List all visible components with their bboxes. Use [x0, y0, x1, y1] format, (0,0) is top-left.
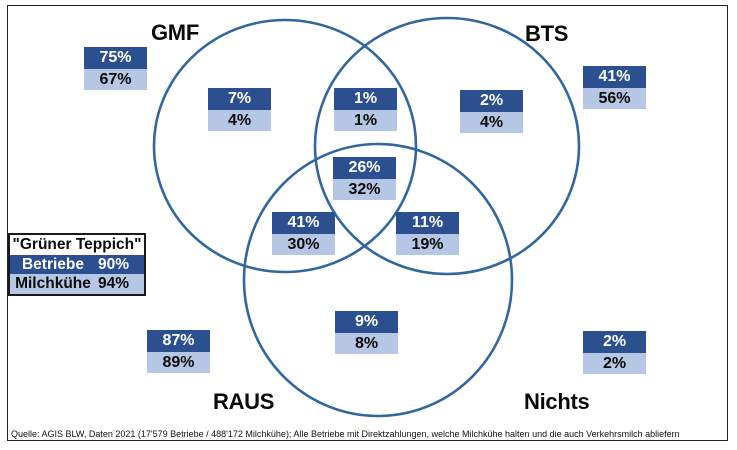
value-box-gmf-bts: 1% 1%: [334, 88, 397, 131]
betriebe-value: 2%: [583, 331, 646, 353]
value-box-center: 26% 32%: [333, 157, 396, 200]
legend-title: "Grüner Teppich": [10, 235, 144, 255]
bts-circle: [313, 16, 581, 276]
betriebe-value: 9%: [335, 311, 398, 333]
betriebe-value: 87%: [147, 330, 210, 352]
legend-row-milchkuehe: Milchkühe 94%: [10, 274, 144, 295]
value-box-bts-raus: 11% 19%: [396, 212, 459, 255]
legend-row-betriebe: Betriebe 90%: [10, 254, 144, 275]
set-label-nichts: Nichts: [524, 389, 590, 414]
milchkuehe-value: 56%: [583, 87, 646, 109]
betriebe-value: 2%: [460, 90, 523, 112]
legend-box: "Grüner Teppich" Betriebe 90% Milchkühe …: [8, 233, 146, 296]
source-note: Quelle: AGIS BLW, Daten 2021 (17'579 Bet…: [11, 429, 680, 439]
set-label-raus: RAUS: [213, 389, 275, 414]
raus-circle: [242, 142, 514, 418]
value-box-gmf-only: 7% 4%: [208, 88, 271, 131]
betriebe-value: 26%: [333, 157, 396, 179]
legend-value: 94%: [98, 275, 130, 293]
betriebe-value: 41%: [272, 212, 335, 234]
set-label-gmf: GMF: [151, 20, 199, 45]
figure-border: [7, 5, 728, 441]
value-box-gmf-total: 75% 67%: [84, 47, 147, 90]
betriebe-value: 1%: [334, 88, 397, 110]
milchkuehe-value: 1%: [334, 109, 397, 131]
value-box-gmf-raus: 41% 30%: [272, 212, 335, 255]
betriebe-value: 75%: [84, 47, 147, 69]
gmf-circle: [152, 18, 418, 274]
value-box-raus-only: 9% 8%: [335, 311, 398, 354]
betriebe-value: 11%: [396, 212, 459, 234]
milchkuehe-value: 2%: [583, 352, 646, 374]
betriebe-value: 41%: [583, 66, 646, 88]
milchkuehe-value: 19%: [396, 233, 459, 255]
value-box-bts-only: 2% 4%: [460, 90, 523, 133]
value-box-raus-total: 87% 89%: [147, 330, 210, 373]
legend-label: Betriebe: [21, 255, 85, 273]
set-label-bts: BTS: [525, 21, 569, 46]
milchkuehe-value: 4%: [460, 111, 523, 133]
milchkuehe-value: 4%: [208, 109, 271, 131]
milchkuehe-value: 67%: [84, 68, 147, 90]
value-box-nichts: 2% 2%: [583, 331, 646, 374]
milchkuehe-value: 89%: [147, 351, 210, 373]
betriebe-value: 7%: [208, 88, 271, 110]
legend-label: Milchkühe: [15, 275, 91, 293]
value-box-bts-total: 41% 56%: [583, 66, 646, 109]
milchkuehe-value: 30%: [272, 233, 335, 255]
milchkuehe-value: 8%: [335, 332, 398, 354]
legend-value: 90%: [98, 255, 130, 273]
milchkuehe-value: 32%: [333, 178, 396, 200]
